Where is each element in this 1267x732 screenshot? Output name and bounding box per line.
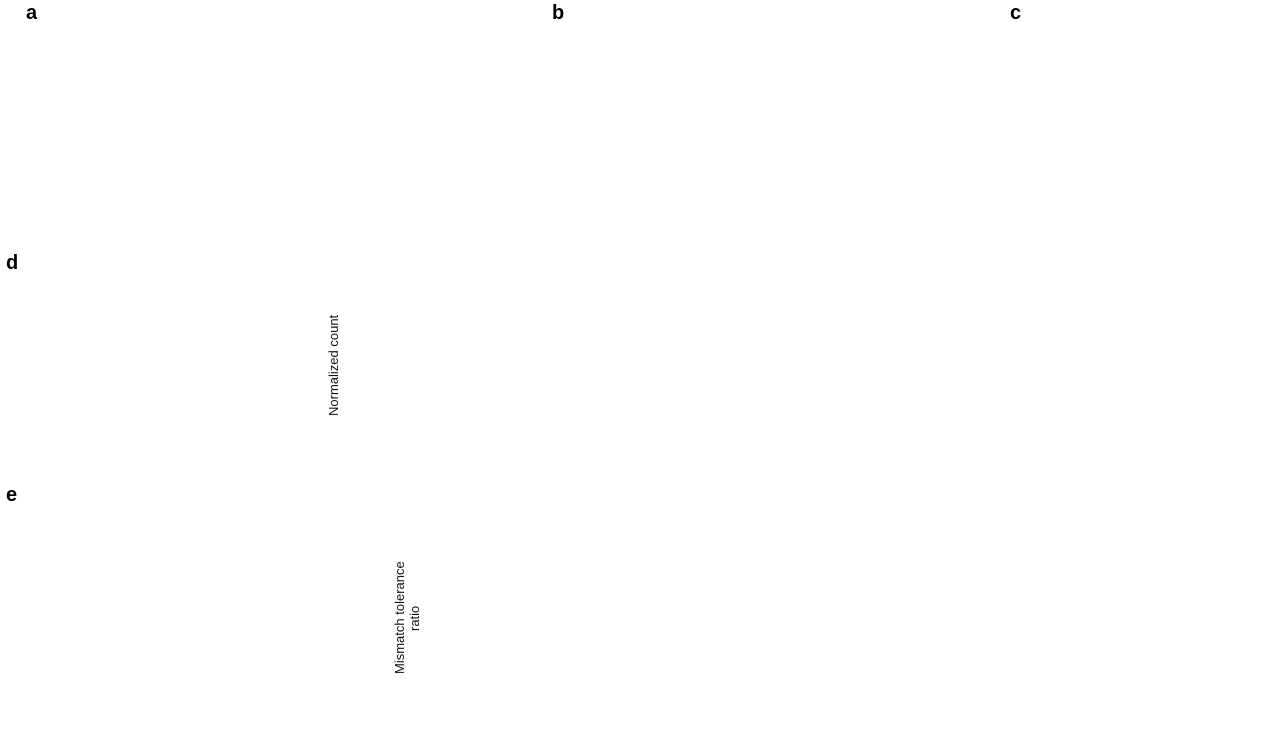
panel-label-e: e (6, 484, 18, 506)
fret-schematic (20, 262, 322, 482)
mismatch-bar-chart (418, 488, 1166, 732)
panel-label-c: c (1010, 2, 1022, 24)
binding-curve-plot (48, 12, 310, 232)
panel-label-b: b (552, 2, 565, 24)
fret-histograms (352, 268, 1154, 476)
hist-ylabel: Normalized count (326, 314, 341, 416)
panel-label-a: a (26, 2, 38, 24)
library-schematic (26, 494, 396, 730)
cleavage-kinetics-plot (592, 8, 904, 236)
panel-label-d: d (6, 252, 19, 274)
sequence-logos (1028, 6, 1267, 250)
